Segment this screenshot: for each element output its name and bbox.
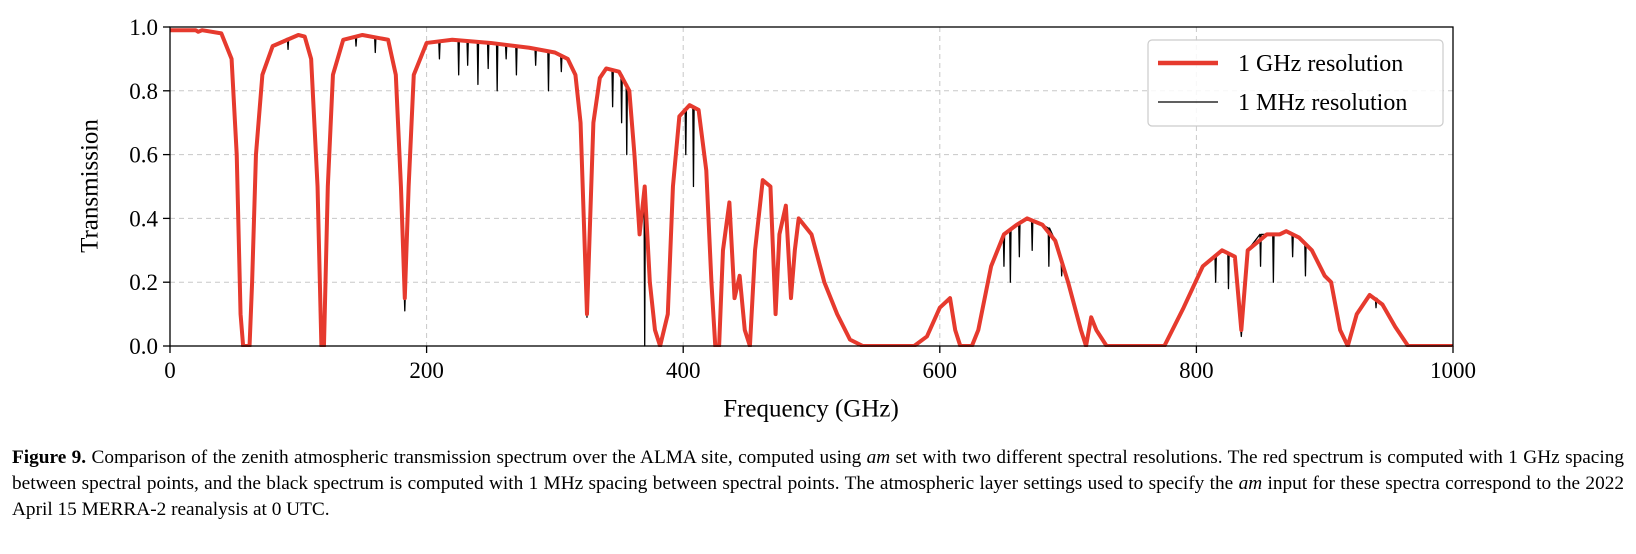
x-tick-label: 200 <box>409 358 444 383</box>
y-tick-label: 0.8 <box>129 79 158 104</box>
y-tick-label: 0.2 <box>129 270 158 295</box>
caption-text: set with two different spectral resoluti… <box>12 447 1624 494</box>
x-tick-label: 0 <box>164 358 176 383</box>
caption-label: Figure 9. <box>12 447 87 468</box>
legend-label: 1 GHz resolution <box>1238 51 1403 77</box>
y-tick-label: 1.0 <box>129 15 158 40</box>
y-tick-label: 0.6 <box>129 143 158 168</box>
x-tick-label: 400 <box>666 358 701 383</box>
caption-text: input for these spectra correspond to th… <box>12 473 1624 520</box>
plot-frame <box>169 26 1454 347</box>
legend-box <box>1147 39 1444 127</box>
y-tick-label: 0.4 <box>129 206 158 231</box>
caption-text: Comparison of the zenith atmospheric tra… <box>86 447 867 468</box>
x-axis-label: Frequency (GHz) <box>723 396 899 423</box>
series-line <box>170 28 1453 347</box>
chart: Frequency (GHz) Transmission 0 200 400 600 8… <box>77 15 1476 423</box>
y-axis-label: Transmission <box>77 119 104 253</box>
x-tick-label: 600 <box>923 358 958 383</box>
x-tick-label: 1000 <box>1430 358 1476 383</box>
legend-label: 1 MHz resolution <box>1238 90 1407 116</box>
x-tick-label: 800 <box>1179 358 1214 383</box>
caption-emphasis: am <box>1238 473 1263 494</box>
figure-caption: Figure 9. Comparison of the zenith atmos… <box>12 445 1624 523</box>
y-tick-label: 0.0 <box>129 334 158 359</box>
caption-emphasis: am <box>866 447 891 468</box>
